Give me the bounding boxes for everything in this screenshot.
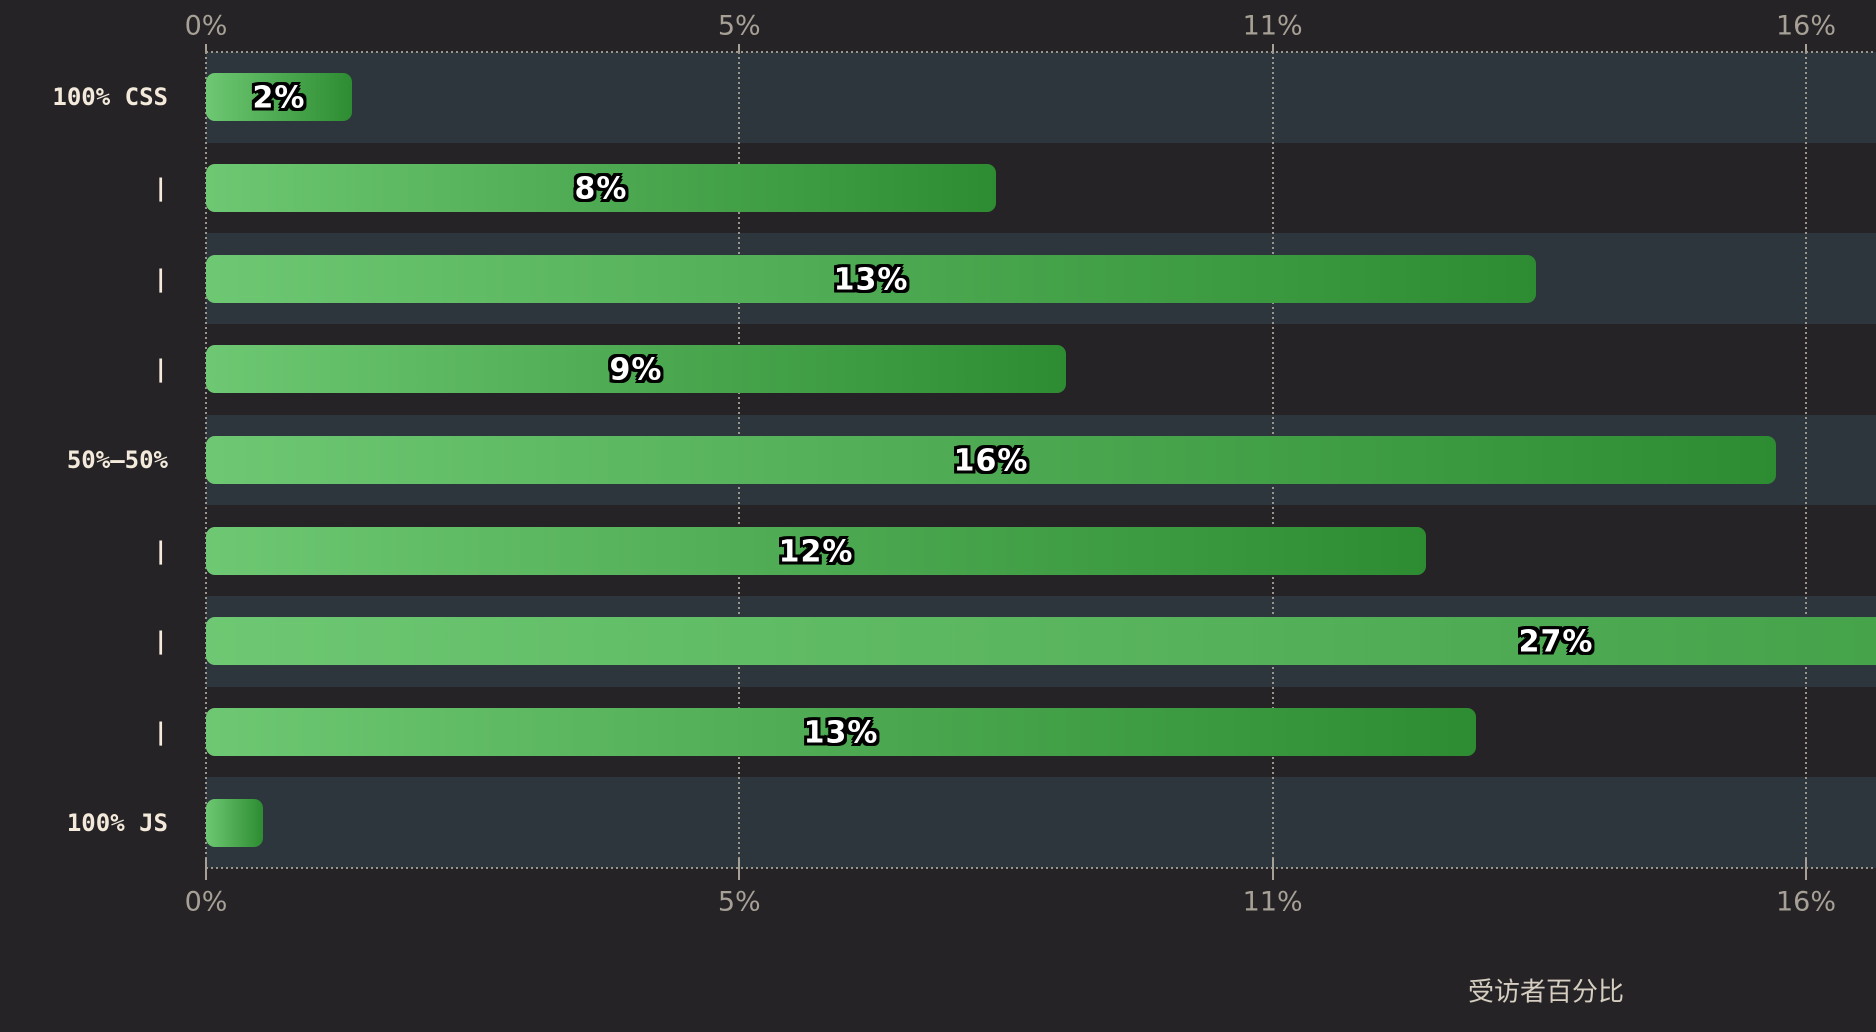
row-background-band [206, 777, 1876, 868]
bar[interactable] [206, 164, 996, 212]
bar-value-label: 13% [833, 262, 909, 298]
bottom-axis-tick-label: 16% [1775, 886, 1837, 918]
top-axis-tick-label: 0% [184, 10, 228, 42]
bar-value-label: 9% [609, 352, 663, 388]
bar-value-label: 8% [574, 171, 628, 207]
top-axis-tick-label: 11% [1242, 10, 1303, 42]
category-label: 50%–50% [66, 446, 168, 474]
bottom-axis-tick-label: 0% [184, 886, 228, 918]
bottom-axis-tick [1805, 858, 1807, 880]
bottom-axis-tick-label: 5% [717, 886, 761, 918]
bar[interactable] [206, 73, 352, 122]
top-axis-tick [738, 44, 741, 52]
bar[interactable] [206, 617, 1876, 666]
bar-value-label: 13% [803, 715, 879, 751]
bar[interactable] [206, 345, 1066, 394]
row-background-band [206, 52, 1876, 143]
bar-value-label: 27% [1518, 624, 1594, 660]
top-axis-tick [205, 44, 207, 52]
top-axis-tick [1805, 44, 1807, 52]
bottom-axis-dotted-line [206, 867, 1876, 869]
category-label: | [153, 627, 168, 656]
top-axis-tick-label: 16% [1775, 10, 1837, 42]
category-label: | [153, 536, 168, 565]
category-label: 100% CSS [52, 83, 168, 112]
x-axis-title: 受访者百分比 [1467, 977, 1625, 1008]
category-label: | [153, 174, 168, 202]
bar-value-label: 12% [778, 534, 854, 570]
bar[interactable] [206, 798, 263, 847]
bar[interactable] [206, 526, 1426, 575]
category-label: | [153, 264, 168, 293]
category-label: | [153, 718, 168, 746]
bottom-axis-tick [738, 858, 741, 880]
bar[interactable] [206, 708, 1476, 756]
bar[interactable] [206, 254, 1536, 303]
category-label: 100% JS [66, 808, 168, 837]
bar[interactable] [206, 436, 1776, 484]
top-axis-tick-label: 5% [717, 10, 761, 42]
category-label: | [153, 355, 168, 384]
bar-value-label: 2% [252, 80, 306, 116]
bottom-axis-tick [1271, 858, 1274, 880]
top-axis-tick [1271, 44, 1274, 52]
top-axis-dotted-line [206, 51, 1876, 53]
vertical-gridline [1805, 52, 1807, 868]
bottom-axis-tick-label: 11% [1242, 886, 1303, 918]
bar-value-label: 16% [953, 443, 1029, 479]
bottom-axis-tick [205, 858, 207, 880]
